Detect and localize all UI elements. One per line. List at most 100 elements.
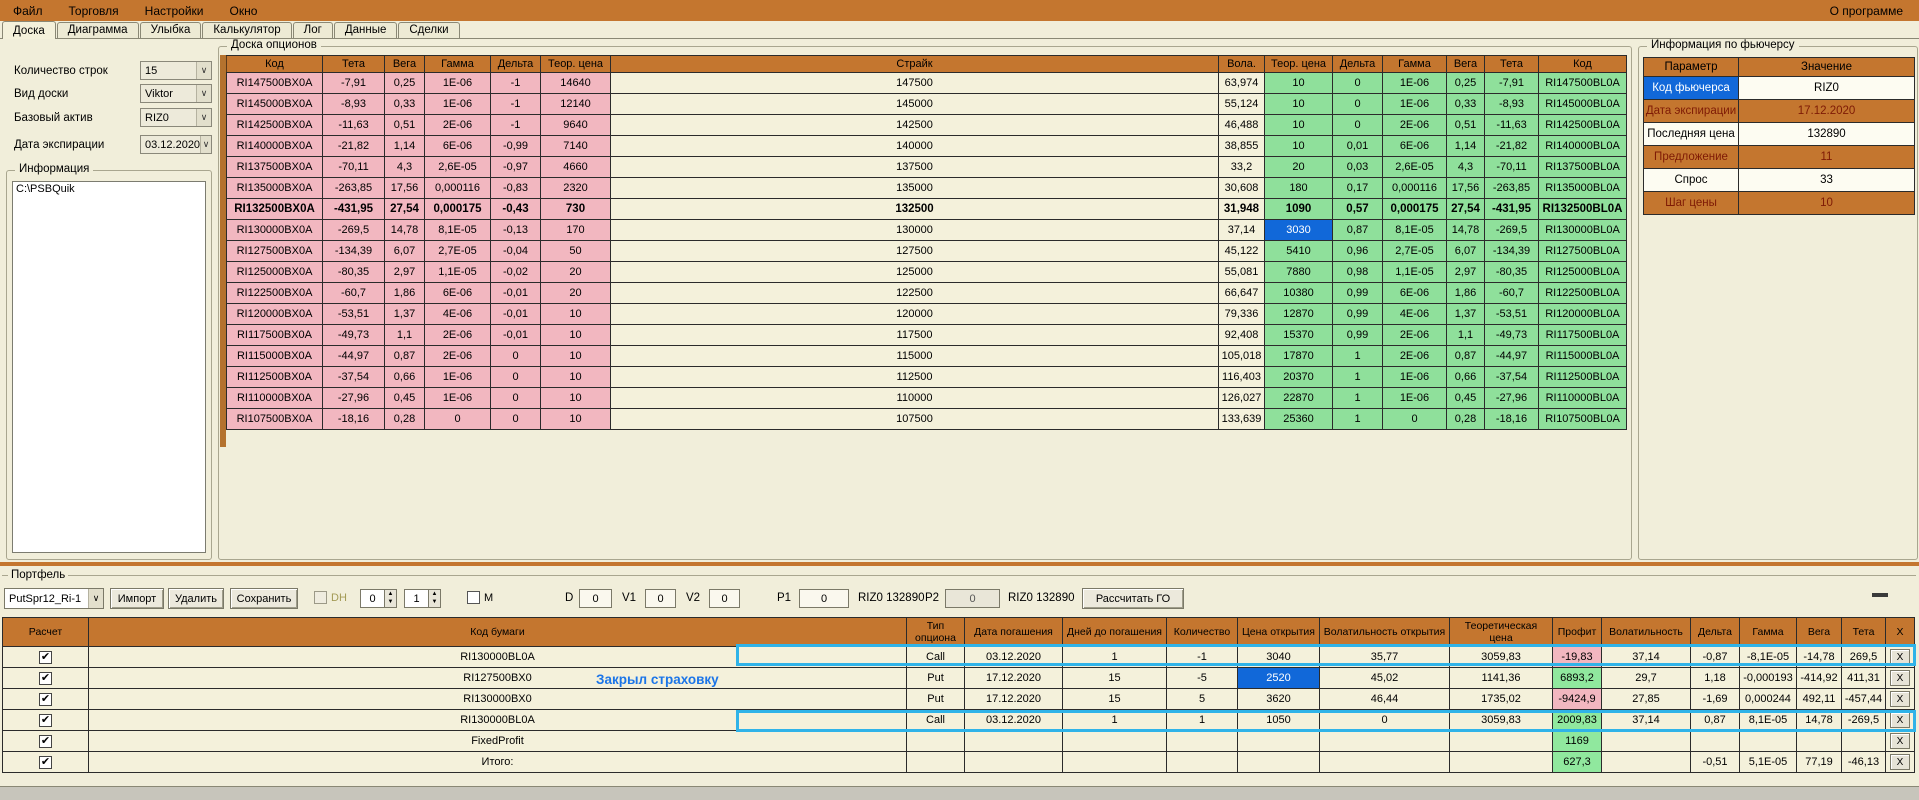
board-cell[interactable]: 6,07 — [384, 240, 425, 262]
tab-2[interactable]: Улыбка — [139, 22, 202, 38]
security-code-cell[interactable]: Итого: — [88, 751, 907, 773]
board-cell[interactable]: 30,608 — [1218, 177, 1265, 199]
portfolio-cell[interactable] — [1237, 730, 1320, 752]
board-cell[interactable]: 27,54 — [1446, 198, 1485, 220]
tab-1[interactable]: Диаграмма — [56, 22, 139, 38]
board-cell[interactable]: 0,99 — [1332, 324, 1383, 346]
put-code-cell[interactable]: RI117500BX0A — [226, 324, 323, 346]
portfolio-cell[interactable]: 03.12.2020 — [964, 709, 1063, 731]
board-cell[interactable]: 22870 — [1264, 387, 1333, 409]
board-cell[interactable]: 8,1E-05 — [424, 219, 491, 241]
strike-cell[interactable]: 142500 — [610, 114, 1219, 136]
board-cell[interactable]: 14640 — [540, 72, 611, 94]
board-cell[interactable]: 0,87 — [1446, 345, 1485, 367]
board-cell[interactable]: 0,87 — [384, 345, 425, 367]
portfolio-cell[interactable]: -0,51 — [1690, 751, 1740, 773]
call-code-cell[interactable]: RI132500BL0A — [1538, 198, 1627, 220]
board-cell[interactable]: 1E-06 — [1382, 387, 1447, 409]
p1-field[interactable]: 0 — [799, 589, 849, 608]
board-cell[interactable]: 2,6E-05 — [424, 156, 491, 178]
portfolio-cell[interactable]: 35,77 — [1319, 646, 1450, 668]
base-asset-select[interactable]: RIZ0 ∨ — [140, 108, 212, 127]
board-cell[interactable]: 12140 — [540, 93, 611, 115]
board-cell[interactable]: 1,14 — [1446, 135, 1485, 157]
portfolio-cell[interactable]: 03.12.2020 — [964, 646, 1063, 668]
board-cell[interactable]: -80,35 — [322, 261, 385, 283]
board-cell[interactable]: 1 — [1332, 345, 1383, 367]
portfolio-cell[interactable]: -1,69 — [1690, 688, 1740, 710]
board-cell[interactable]: 0,96 — [1332, 240, 1383, 262]
board-cell[interactable]: 0 — [490, 366, 541, 388]
portfolio-cell[interactable]: -5 — [1166, 667, 1238, 689]
portfolio-cell[interactable]: 1,18 — [1690, 667, 1740, 689]
security-code-cell[interactable]: FixedProfit — [88, 730, 907, 752]
board-cell[interactable]: -0,02 — [490, 261, 541, 283]
board-cell[interactable]: 20 — [540, 282, 611, 304]
portfolio-cell[interactable]: -14,78 — [1796, 646, 1842, 668]
board-cell[interactable]: 1,1E-05 — [1382, 261, 1447, 283]
board-cell[interactable]: -0,43 — [490, 198, 541, 220]
profit-cell[interactable]: -19,83 — [1552, 646, 1602, 668]
import-button[interactable]: Импорт — [110, 588, 164, 609]
call-code-cell[interactable]: RI117500BL0A — [1538, 324, 1627, 346]
board-cell[interactable]: 7140 — [540, 135, 611, 157]
board-cell[interactable]: 14,78 — [384, 219, 425, 241]
put-code-cell[interactable]: RI132500BX0A — [226, 198, 323, 220]
board-cell[interactable]: -49,73 — [1484, 324, 1539, 346]
portfolio-cell[interactable]: 17.12.2020 — [964, 688, 1063, 710]
board-cell[interactable]: 9640 — [540, 114, 611, 136]
board-cell[interactable]: 1 — [1332, 366, 1383, 388]
call-code-cell[interactable]: RI120000BL0A — [1538, 303, 1627, 325]
portfolio-cell[interactable]: 1050 — [1237, 709, 1320, 731]
board-cell[interactable]: 1,37 — [1446, 303, 1485, 325]
board-cell[interactable]: 0 — [1332, 93, 1383, 115]
board-cell[interactable]: 1E-06 — [1382, 93, 1447, 115]
portfolio-cell[interactable]: Put — [906, 667, 965, 689]
portfolio-cell[interactable] — [1319, 730, 1450, 752]
portfolio-cell[interactable]: -8,1E-05 — [1739, 646, 1797, 668]
board-cell[interactable]: 37,14 — [1218, 219, 1265, 241]
portfolio-cell[interactable]: -46,13 — [1841, 751, 1886, 773]
row-delete-button[interactable]: X — [1890, 670, 1910, 686]
portfolio-cell[interactable]: -269,5 — [1841, 709, 1886, 731]
calc-go-button[interactable]: Рассчитать ГО — [1082, 588, 1184, 609]
board-cell[interactable]: 0 — [1332, 114, 1383, 136]
board-cell[interactable]: 2E-06 — [1382, 345, 1447, 367]
portfolio-cell[interactable] — [964, 751, 1063, 773]
board-cell[interactable]: 0,45 — [1446, 387, 1485, 409]
board-cell[interactable]: 1 — [1332, 387, 1383, 409]
board-cell[interactable]: -431,95 — [1484, 198, 1539, 220]
board-cell[interactable]: 10 — [1264, 135, 1333, 157]
put-code-cell[interactable]: RI115000BX0A — [226, 345, 323, 367]
board-cell[interactable]: 0,33 — [1446, 93, 1485, 115]
menu-item[interactable]: Торговля — [68, 3, 119, 18]
board-cell[interactable]: 1 — [1332, 408, 1383, 430]
board-cell[interactable]: -27,96 — [322, 387, 385, 409]
portfolio-cell[interactable]: 17.12.2020 — [964, 667, 1063, 689]
board-cell[interactable]: 10 — [1264, 114, 1333, 136]
profit-cell[interactable]: 627,3 — [1552, 751, 1602, 773]
board-cell[interactable]: 1,37 — [384, 303, 425, 325]
board-cell[interactable]: 0,66 — [1446, 366, 1485, 388]
board-cell[interactable]: -263,85 — [1484, 177, 1539, 199]
board-cell[interactable]: 0,99 — [1332, 282, 1383, 304]
row-calc-checkbox[interactable]: ✔ — [39, 671, 52, 685]
board-cell[interactable]: 33,2 — [1218, 156, 1265, 178]
dh-checkbox[interactable] — [314, 591, 327, 604]
board-cell[interactable]: 0,17 — [1332, 177, 1383, 199]
board-cell[interactable]: 12870 — [1264, 303, 1333, 325]
portfolio-cell[interactable] — [1449, 751, 1553, 773]
futures-param-cell[interactable]: Дата экспирации — [1643, 99, 1739, 123]
expiry-select[interactable]: 03.12.2020 ∨ — [140, 135, 212, 154]
futures-value-cell[interactable]: 33 — [1738, 168, 1915, 192]
board-cell[interactable]: 0,000116 — [1382, 177, 1447, 199]
board-cell[interactable]: 63,974 — [1218, 72, 1265, 94]
portfolio-cell[interactable]: 269,5 — [1841, 646, 1886, 668]
portfolio-cell[interactable]: 3059,83 — [1449, 709, 1553, 731]
profit-cell[interactable]: 2009,83 — [1552, 709, 1602, 731]
put-code-cell[interactable]: RI130000BX0A — [226, 219, 323, 241]
portfolio-cell[interactable]: Call — [906, 646, 965, 668]
row-calc-checkbox[interactable]: ✔ — [39, 734, 52, 748]
portfolio-cell[interactable]: 1 — [1166, 709, 1238, 731]
put-code-cell[interactable]: RI127500BX0A — [226, 240, 323, 262]
